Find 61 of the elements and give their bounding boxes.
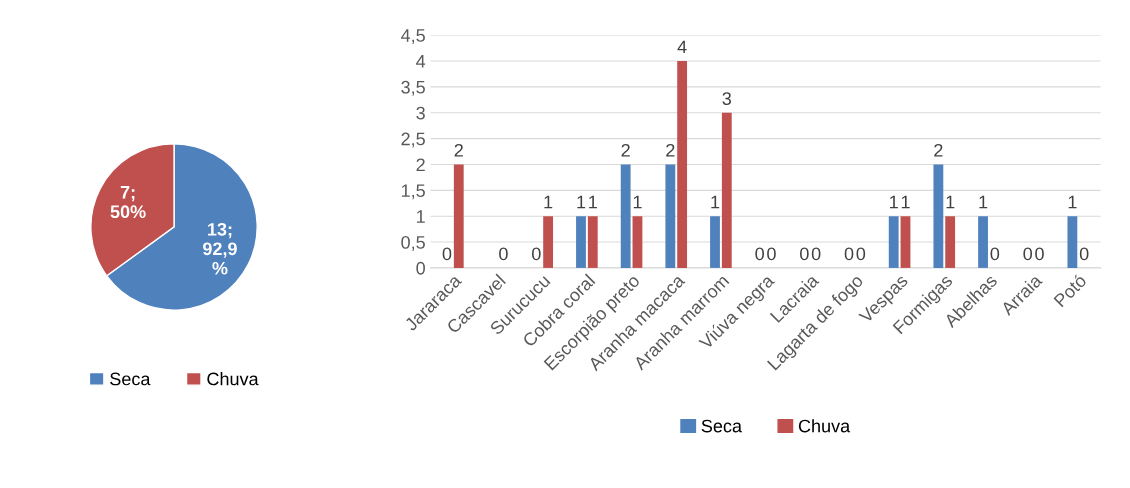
data-label: 0: [1023, 247, 1033, 261]
y-tick-label: 0,5: [401, 235, 425, 251]
data-label: 0: [844, 247, 854, 261]
data-label: 2: [454, 143, 463, 157]
y-tick-label: 4,5: [400, 29, 425, 44]
data-label: 0: [499, 247, 508, 261]
data-label: 0: [755, 247, 764, 261]
data-label: 1: [633, 195, 642, 209]
data-label: 0: [800, 247, 809, 261]
data-label: 4: [677, 40, 687, 54]
data-label: 13; 92,9 %: [203, 222, 237, 275]
bar: [576, 216, 586, 268]
data-label: 1: [890, 195, 898, 209]
bar: [632, 216, 643, 268]
data-label: 1: [1068, 195, 1077, 209]
y-tick-label: 3,5: [401, 80, 425, 96]
bar: [900, 216, 911, 268]
data-label: 0: [442, 247, 452, 261]
bar: [620, 164, 631, 268]
bar: [665, 164, 676, 268]
bar: [710, 216, 720, 268]
data-label: 1: [711, 195, 720, 209]
bar: [453, 164, 464, 268]
bar: [888, 216, 899, 268]
bar: [933, 164, 944, 268]
data-label: 2: [934, 143, 943, 157]
data-label: 2: [666, 143, 675, 157]
bar: [587, 216, 598, 268]
data-label: 0: [856, 247, 866, 261]
data-label: 7; 50%: [110, 186, 146, 219]
y-tick-label: 2: [416, 158, 425, 171]
data-label: 0: [811, 247, 821, 261]
data-label: 1: [979, 195, 988, 209]
data-label: 3: [722, 92, 732, 105]
bar: [543, 216, 554, 268]
y-tick-label: 0: [416, 261, 425, 275]
bar: [1067, 216, 1078, 268]
data-label: 0: [767, 247, 776, 261]
data-label: 0: [1079, 247, 1089, 261]
data-label: 0: [1035, 247, 1044, 261]
bar: [945, 216, 956, 268]
data-label: 1: [901, 195, 910, 209]
y-tick-label: 4: [416, 55, 426, 68]
data-label: 1: [589, 195, 597, 209]
bar: [721, 112, 732, 268]
data-label: 1: [577, 195, 586, 209]
y-tick-label: 1,5: [401, 184, 425, 200]
y-tick-label: 3: [416, 106, 425, 120]
legend-label: Chuva: [207, 372, 259, 386]
legend-label: Seca: [110, 372, 151, 386]
data-label: 1: [946, 195, 955, 209]
y-tick-label: 1: [417, 210, 425, 223]
data-label: 0: [532, 247, 541, 261]
data-label: 2: [621, 143, 630, 157]
bar: [677, 61, 688, 268]
legend-label: Chuva: [798, 419, 851, 433]
legend-label: Seca: [701, 419, 742, 433]
data-label: 1: [544, 195, 553, 209]
data-label: 0: [990, 247, 1000, 261]
y-tick-label: 2,5: [401, 132, 425, 148]
bar: [978, 216, 988, 268]
